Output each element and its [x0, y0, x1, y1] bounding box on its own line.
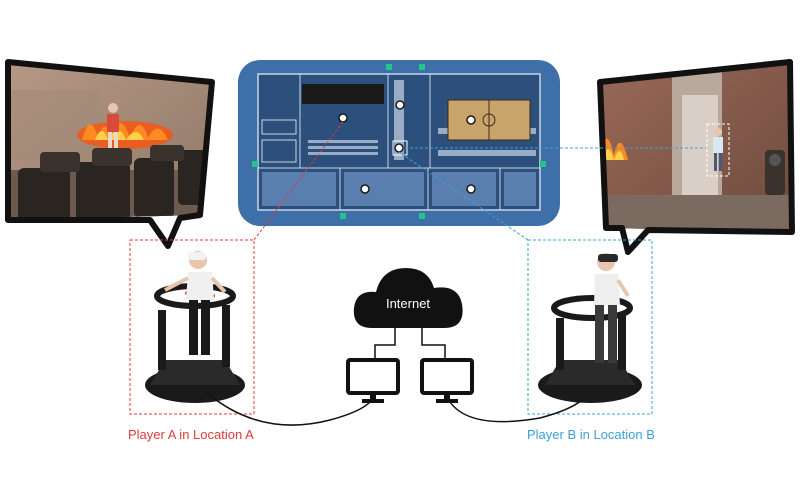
- player-b-caption: Player B in Location B: [527, 427, 655, 442]
- player-a-connectors: [129, 121, 344, 415]
- location-pins: [338, 100, 476, 194]
- computer-a-icon: [346, 358, 400, 403]
- lower-rooms: [262, 172, 536, 206]
- corner-markers: [252, 64, 546, 219]
- player-a-view-bubble: [5, 59, 215, 249]
- player-a-caption: Player A in Location A: [128, 427, 254, 442]
- player-b-avatar-in-a-view: [107, 103, 119, 148]
- floor-plan-walls: [258, 74, 540, 210]
- player-a-scene: [8, 62, 212, 220]
- player-b-connectors: [398, 147, 706, 415]
- stage-area: [302, 84, 384, 104]
- fire-left: [77, 121, 173, 149]
- network-links: [205, 328, 583, 426]
- shared-floor-plan: [238, 60, 560, 226]
- computer-b-icon: [420, 358, 474, 403]
- player-b-scene: [600, 62, 792, 232]
- player-a-avatar-in-b-view: [706, 123, 730, 177]
- internet-cloud-icon: [353, 268, 463, 328]
- internet-label: Internet: [385, 296, 431, 311]
- player-b-treadmill: [538, 253, 642, 403]
- player-a-treadmill: [145, 251, 245, 403]
- player-b-view-bubble: [597, 59, 795, 255]
